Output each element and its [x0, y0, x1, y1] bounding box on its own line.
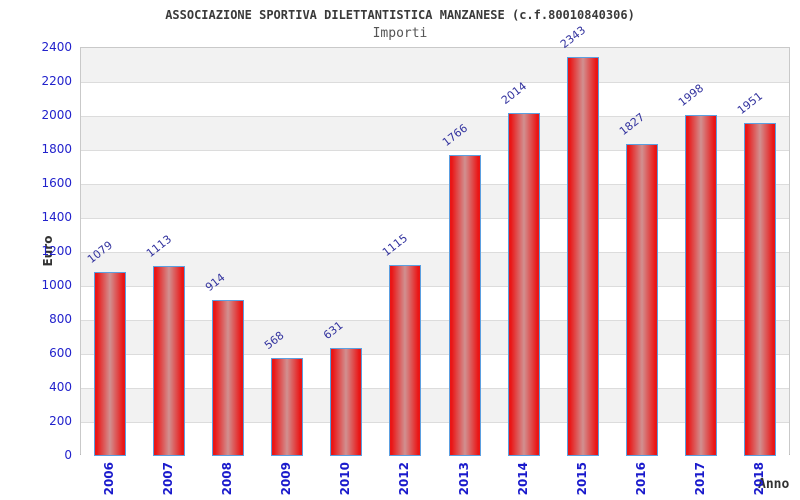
- x-tick-label: 2017: [693, 462, 708, 496]
- x-tick-label: 2014: [515, 462, 530, 496]
- bar: [448, 154, 481, 456]
- x-tick-label: 2016: [634, 462, 649, 496]
- bar: [271, 358, 304, 456]
- y-tick-label: 1200: [41, 244, 72, 258]
- grid-band: [81, 218, 789, 252]
- grid-band: [81, 388, 789, 422]
- grid-line: [81, 116, 789, 117]
- x-tick-label: 2015: [574, 462, 589, 496]
- bar: [330, 347, 363, 456]
- y-tick-label: 1400: [41, 210, 72, 224]
- x-tick-label: 2007: [160, 462, 175, 496]
- y-tick-label: 2200: [41, 74, 72, 88]
- x-tick-label: 2012: [397, 462, 412, 496]
- x-tick-label: 2009: [279, 462, 294, 496]
- grid-line: [81, 150, 789, 151]
- grid-line: [81, 252, 789, 253]
- bar: [93, 271, 126, 456]
- x-tick-label: 2010: [338, 462, 353, 496]
- grid-line: [81, 286, 789, 287]
- y-tick-label: 2000: [41, 108, 72, 122]
- grid-band: [81, 82, 789, 116]
- bar: [744, 123, 777, 456]
- x-tick-label: 2013: [456, 462, 471, 496]
- x-tick-label: 2018: [752, 462, 767, 496]
- y-tick-label: 400: [49, 380, 72, 394]
- chart-subtitle: Importi: [372, 26, 428, 41]
- grid-line: [81, 184, 789, 185]
- grid-band: [81, 184, 789, 218]
- y-tick-label: 800: [49, 312, 72, 326]
- grid-line: [81, 82, 789, 83]
- x-axis-title: Anno: [758, 477, 790, 492]
- bar: [566, 56, 599, 456]
- x-tick-label: 2008: [219, 462, 234, 496]
- y-tick-label: 1000: [41, 278, 72, 292]
- grid-band: [81, 422, 789, 456]
- grid-line: [81, 388, 789, 389]
- grid-band: [81, 150, 789, 184]
- grid-band: [81, 116, 789, 150]
- y-tick-label: 1600: [41, 176, 72, 190]
- bar: [685, 115, 718, 456]
- y-tick-label: 200: [49, 414, 72, 428]
- y-tick-label: 2400: [41, 40, 72, 54]
- plot-area: [80, 47, 790, 456]
- grid-line: [81, 218, 789, 219]
- bar: [152, 265, 185, 456]
- bar: [389, 265, 422, 456]
- grid-band: [81, 48, 789, 82]
- grid-line: [81, 422, 789, 423]
- y-tick-label: 0: [64, 448, 72, 462]
- bar: [507, 112, 540, 456]
- x-tick-label: 2006: [101, 462, 116, 496]
- y-tick-label: 1800: [41, 142, 72, 156]
- bar: [211, 299, 244, 456]
- bar: [626, 144, 659, 456]
- grid-line: [81, 320, 789, 321]
- chart-title: ASSOCIAZIONE SPORTIVA DILETTANTISTICA MA…: [165, 8, 635, 22]
- grid-band: [81, 252, 789, 286]
- grid-band: [81, 320, 789, 354]
- grid-line: [81, 354, 789, 355]
- grid-band: [81, 354, 789, 388]
- y-tick-label: 600: [49, 346, 72, 360]
- grid-band: [81, 286, 789, 320]
